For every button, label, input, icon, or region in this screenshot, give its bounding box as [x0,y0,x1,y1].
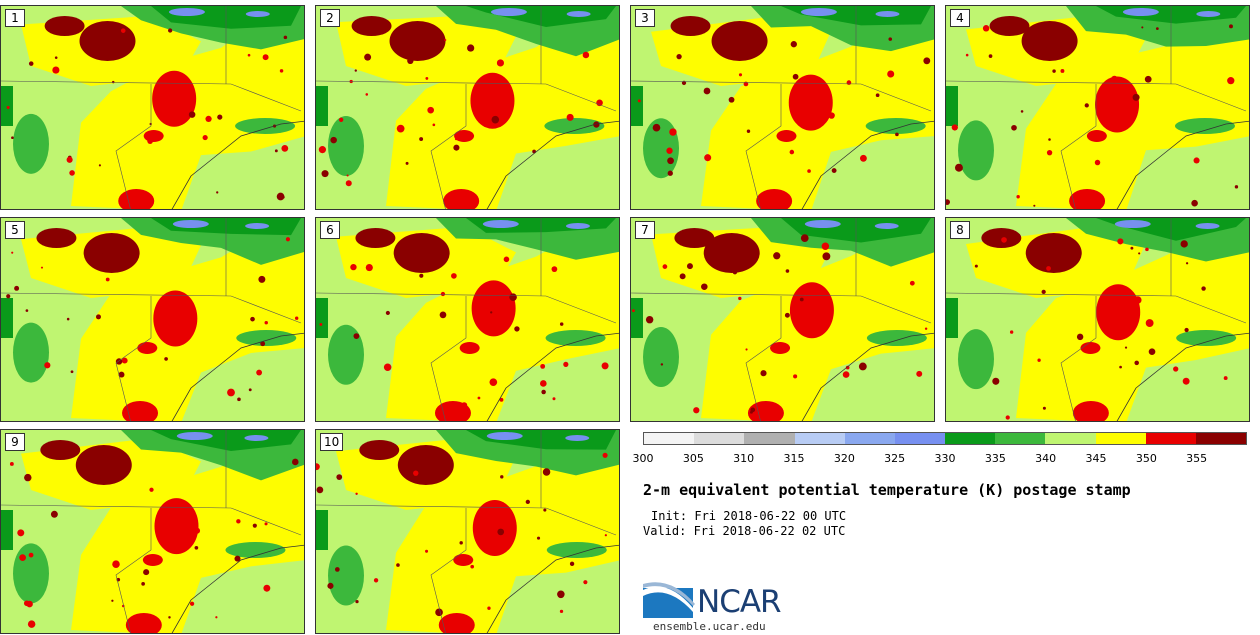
member-number-label: 7 [635,221,655,239]
member-panel-10: 10 [315,429,620,634]
member-number-label: 4 [950,9,970,27]
member-number-label: 8 [950,221,970,239]
colorbar-tick-label: 355 [1186,452,1208,465]
colorbar-swatch [945,433,996,444]
map-image [631,6,934,209]
member-panel-6: 6 [315,217,620,422]
member-panel-8: 8 [945,217,1250,422]
colorbar-tick-label: 315 [783,452,805,465]
member-panel-7: 7 [630,217,935,422]
colorbar-tick-label: 325 [884,452,906,465]
colorbar-tick-label: 330 [934,452,956,465]
colorbar-swatch [694,433,745,444]
map-image [316,430,619,633]
ncar-logo-icon [643,582,695,618]
map-image [1,6,304,209]
colorbar-tick-label: 320 [833,452,855,465]
member-number-label: 2 [320,9,340,27]
member-panel-9: 9 [0,429,305,634]
member-number-label: 5 [5,221,25,239]
member-number-label: 10 [320,433,344,451]
member-number-label: 1 [5,9,25,27]
colorbar [643,432,1247,445]
colorbar-swatch [794,433,845,444]
colorbar-swatch [844,433,895,444]
website-url: ensemble.ucar.edu [653,620,766,633]
colorbar-tick-label: 305 [682,452,704,465]
valid-time: Valid: Fri 2018-06-22 02 UTC [643,524,846,538]
colorbar-swatch [1195,433,1247,444]
colorbar-swatch [1095,433,1146,444]
colorbar-swatch [1045,433,1096,444]
map-image [1,430,304,633]
figure-title: 2-m equivalent potential temperature (K)… [643,481,1131,499]
map-image [1,218,304,421]
colorbar-tick-label: 350 [1135,452,1157,465]
colorbar-tick-label: 310 [733,452,755,465]
map-image [316,6,619,209]
colorbar-tick-label: 300 [632,452,654,465]
colorbar-tick-label: 340 [1035,452,1057,465]
colorbar-swatch [644,433,695,444]
member-panel-4: 4 [945,5,1250,210]
map-image [631,218,934,421]
init-time: Init: Fri 2018-06-22 00 UTC [651,509,847,523]
map-image [316,218,619,421]
colorbar-tick-label: 345 [1085,452,1107,465]
ncar-logo-text: NCAR [697,584,782,620]
colorbar-tick-labels: 300 305 310 315 320 325 330 335 340 345 350 355 [633,452,1247,466]
colorbar-tick-label: 335 [984,452,1006,465]
member-panel-3: 3 [630,5,935,210]
map-image [946,218,1249,421]
member-panel-1: 1 [0,5,305,210]
member-panel-2: 2 [315,5,620,210]
member-number-label: 3 [635,9,655,27]
colorbar-swatch [744,433,795,444]
member-number-label: 6 [320,221,340,239]
colorbar-swatch [894,433,946,444]
colorbar-swatch [1145,433,1196,444]
map-image [946,6,1249,209]
member-number-label: 9 [5,433,25,451]
colorbar-swatch [995,433,1046,444]
member-panel-5: 5 [0,217,305,422]
